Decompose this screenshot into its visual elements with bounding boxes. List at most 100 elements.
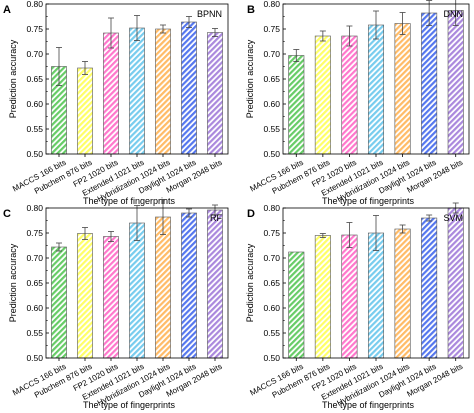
x-axis-title: The type of fingerprints (322, 400, 415, 410)
panel-letter: C (3, 208, 11, 220)
error-bar (82, 227, 88, 240)
y-tick-label: 0.55 (263, 124, 280, 134)
error-bar (346, 25, 353, 47)
bar-hybridization-1024-bits (155, 216, 171, 359)
bar-extended-1021-bits (129, 222, 145, 359)
error-bar (212, 204, 218, 216)
bar-pubchem-876-bits (314, 235, 331, 359)
y-tick-label: 0.70 (26, 253, 43, 263)
y-tick-label: 0.60 (263, 303, 280, 313)
bar-maccs-166-bits (51, 246, 67, 359)
bar-hybridization-1024-bits (394, 23, 411, 155)
y-tick-label: 0.70 (263, 253, 280, 263)
y-axis-title: Prediction accuracy (8, 243, 18, 322)
bar-morgan-2048-bits (447, 10, 464, 155)
y-axis-title: Prediction accuracy (245, 39, 255, 118)
y-tick-label: 0.75 (26, 228, 43, 238)
error-bar (399, 12, 406, 35)
error-bar (373, 10, 379, 40)
error-bar (160, 199, 166, 235)
error-bar (160, 24, 166, 34)
bar-fp2-1020-bits (103, 32, 119, 155)
y-tick-label: 0.80 (26, 0, 43, 9)
y-tick-label: 0.60 (263, 99, 280, 109)
y-tick-label: 0.50 (263, 353, 280, 363)
y-tick-label: 0.60 (26, 303, 43, 313)
y-tick-label: 0.65 (263, 278, 280, 288)
model-label: RF (210, 213, 222, 223)
y-tick-label: 0.75 (263, 228, 280, 238)
error-bar (319, 30, 326, 42)
error-bar (56, 47, 62, 86)
bar-morgan-2048-bits (207, 32, 223, 155)
bar-extended-1021-bits (367, 232, 385, 359)
bar-maccs-166-bits (288, 251, 305, 359)
error-bar (56, 242, 62, 252)
error-bar (399, 224, 406, 234)
y-tick-label: 0.80 (26, 203, 43, 213)
panel-letter: B (247, 4, 255, 16)
y-tick-label: 0.80 (263, 203, 280, 213)
bar-daylight-1024-bits (181, 21, 197, 155)
bar-daylight-1024-bits (421, 217, 438, 359)
bar-daylight-1024-bits (181, 212, 197, 359)
y-tick-label: 0.75 (263, 24, 280, 34)
y-tick-label: 0.80 (263, 0, 280, 9)
y-tick-label: 0.75 (26, 24, 43, 34)
bar-fp2-1020-bits (341, 35, 358, 155)
error-bar (186, 16, 192, 28)
y-tick-label: 0.50 (263, 149, 280, 159)
bar-fp2-1020-bits (103, 236, 119, 359)
x-axis-title: The type of fingerprints (322, 196, 415, 206)
bar-pubchem-876-bits (77, 233, 93, 359)
error-bar (134, 15, 140, 41)
y-tick-label: 0.55 (263, 328, 280, 338)
y-axis-title: Prediction accuracy (8, 39, 18, 118)
y-tick-label: 0.60 (26, 99, 43, 109)
panel-letter: D (247, 208, 255, 220)
bar-pubchem-876-bits (314, 35, 331, 155)
error-bar (108, 17, 114, 49)
model-label: SVM (443, 213, 463, 223)
error-bar (134, 205, 140, 241)
bar-hybridization-1024-bits (155, 28, 171, 155)
error-bar (108, 231, 114, 242)
bar-hybridization-1024-bits (394, 228, 411, 359)
y-tick-label: 0.55 (26, 124, 43, 134)
model-label: DNN (444, 9, 464, 19)
error-bar (186, 208, 192, 218)
bar-extended-1021-bits (367, 24, 385, 155)
y-tick-label: 0.65 (26, 74, 43, 84)
bar-extended-1021-bits (129, 27, 145, 155)
y-tick-label: 0.50 (26, 149, 43, 159)
bar-fp2-1020-bits (341, 234, 358, 359)
x-axis-title: The type of fingerprints (83, 400, 176, 410)
error-bar (426, 0, 433, 26)
y-tick-label: 0.70 (263, 49, 280, 59)
error-bar (373, 215, 379, 251)
panel-letter: A (3, 4, 11, 16)
error-bar (346, 222, 353, 248)
bar-maccs-166-bits (288, 55, 305, 155)
y-tick-label: 0.55 (26, 328, 43, 338)
bar-pubchem-876-bits (77, 67, 93, 155)
y-tick-label: 0.70 (26, 49, 43, 59)
error-bar (426, 214, 433, 222)
error-bar (319, 233, 326, 238)
bar-morgan-2048-bits (207, 209, 223, 359)
error-bar (82, 61, 88, 75)
x-axis-title: The type of fingerprints (83, 196, 176, 206)
error-bar (293, 49, 300, 62)
model-label: BPNN (197, 9, 222, 19)
y-tick-label: 0.65 (26, 278, 43, 288)
bar-morgan-2048-bits (447, 207, 464, 359)
y-tick-label: 0.50 (26, 353, 43, 363)
y-axis-title: Prediction accuracy (245, 243, 255, 322)
error-bar (212, 28, 218, 37)
error-bar (452, 0, 459, 26)
